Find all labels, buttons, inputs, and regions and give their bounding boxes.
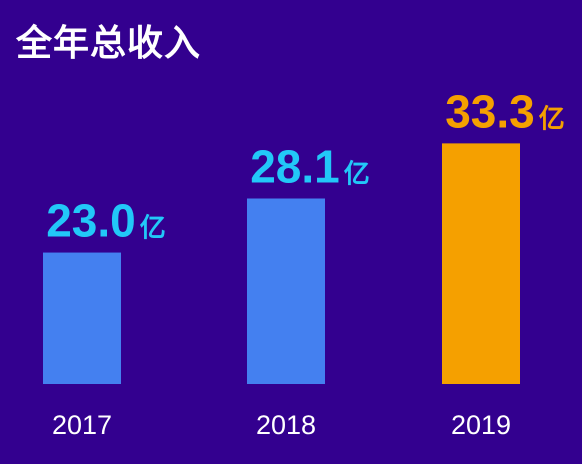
value-label-2019: 33.3 亿 [445, 85, 565, 137]
x-tick-2019: 2019 [451, 410, 511, 440]
x-tick-labels-group: 2017 2018 2019 [52, 410, 511, 440]
bar-2019 [442, 143, 520, 384]
x-tick-2018: 2018 [256, 410, 316, 440]
bar-2018 [247, 198, 325, 384]
bar-2017 [43, 252, 121, 384]
value-label-2018: 28.1 亿 [250, 141, 370, 193]
chart-title: 全年总收入 [16, 23, 202, 64]
bars-group [43, 143, 520, 384]
x-tick-2017: 2017 [52, 410, 112, 440]
value-labels-group: 23.0 亿 28.1 亿 33.3 亿 [46, 85, 565, 246]
value-label-2017: 23.0 亿 [46, 195, 166, 247]
